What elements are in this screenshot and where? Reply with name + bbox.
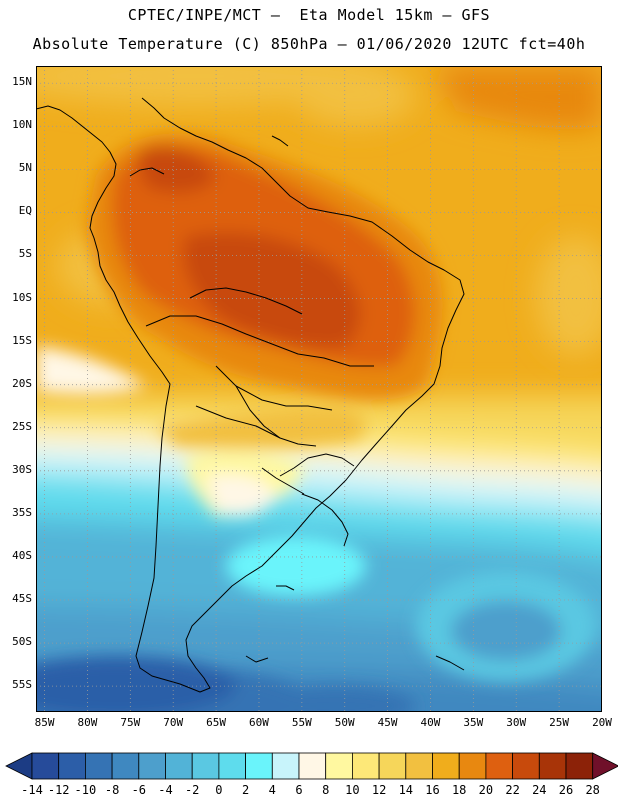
colorbar-label: 28 (585, 783, 600, 797)
lat-label: 15N (12, 75, 32, 89)
lon-label: 55W (291, 716, 312, 729)
lat-label: 30S (12, 462, 32, 476)
colorbar-label: 14 (398, 783, 414, 797)
lon-label: 50W (334, 716, 355, 729)
lat-label: 55S (12, 678, 32, 692)
colorbar-label: -14 (21, 783, 43, 797)
colorbar-label: 18 (451, 783, 467, 797)
colorbar-label: -8 (104, 783, 120, 797)
title-line-1: CPTEC/INPE/MCT – Eta Model 15km – GFS (127, 6, 491, 24)
colorbar-swatch (378, 752, 407, 780)
lat-label: 15S (12, 333, 32, 347)
lat-label: 10N (12, 118, 32, 132)
colorbar-swatch (58, 752, 86, 780)
colorbar-label: -4 (158, 783, 173, 797)
colorbar-label: -6 (131, 783, 147, 797)
lon-label: 65W (206, 716, 227, 729)
lat-label: 35S (12, 505, 32, 519)
colorbar-swatch (351, 752, 380, 780)
colorbar-label: 24 (532, 783, 547, 797)
lon-label: 35W (463, 716, 484, 729)
colorbar-label: 20 (478, 783, 494, 797)
colorbar-swatch (191, 752, 220, 780)
colorbar-swatch (512, 752, 540, 780)
lon-label: 60W (249, 716, 269, 729)
colorbar-swatch (298, 752, 327, 780)
colorbar-over-arrow (592, 752, 618, 780)
colorbar-label: -2 (184, 783, 200, 797)
map-border (36, 66, 602, 712)
colorbar-swatch (485, 752, 513, 780)
lat-label: 40S (12, 548, 32, 562)
colorbar-label: -12 (47, 783, 70, 797)
lat-label: 20S (12, 376, 32, 390)
colorbar-swatch (405, 752, 433, 780)
colorbar-label: 8 (322, 783, 330, 797)
colorbar-label: 4 (268, 783, 276, 797)
colorbar (5, 752, 618, 780)
colorbar-swatch (138, 752, 166, 780)
lat-label: 25S (12, 419, 32, 433)
colorbar-swatch (165, 752, 193, 780)
colorbar-label: 0 (215, 783, 223, 797)
lat-label: EQ (18, 204, 32, 218)
colorbar-swatch (565, 752, 594, 780)
colorbar-label: 12 (371, 783, 387, 797)
colorbar-swatch (85, 752, 113, 780)
title-line-2: Absolute Temperature (C) 850hPa – 01/06/… (32, 35, 586, 53)
colorbar-swatch (538, 752, 567, 780)
lat-label: 5S (18, 247, 32, 261)
colorbar-label: -10 (74, 783, 97, 797)
lon-label: 80W (77, 716, 98, 729)
lon-label: 45W (377, 716, 398, 729)
colorbar-label: 26 (558, 783, 574, 797)
lon-label: 70W (163, 716, 184, 729)
lon-label: 75W (120, 716, 141, 729)
colorbar-swatch (271, 752, 300, 780)
colorbar-swatch (325, 752, 353, 780)
colorbar-label: 10 (345, 783, 360, 797)
temperature-field (36, 66, 602, 712)
colorbar-swatch (432, 752, 460, 780)
lat-label: 50S (12, 635, 32, 649)
colorbar-label: 16 (425, 783, 440, 797)
colorbar-label: 2 (241, 783, 250, 797)
temperature-map (36, 66, 602, 712)
lon-label: 85W (34, 716, 55, 729)
colorbar-swatch (458, 752, 487, 780)
lat-label: 10S (12, 290, 32, 304)
colorbar-swatch (111, 752, 140, 780)
lat-label: 45S (12, 592, 32, 606)
lon-label: 40W (420, 716, 441, 729)
lat-label: 5N (18, 161, 32, 175)
colorbar-label: 6 (295, 783, 303, 797)
lon-label: 30W (506, 716, 527, 729)
colorbar-under-arrow (5, 752, 33, 780)
lon-label: 25W (549, 716, 570, 729)
colorbar-label: 22 (505, 783, 520, 797)
coastlines (36, 97, 465, 693)
colorbar-swatch (245, 752, 273, 780)
colorbar-swatch (218, 752, 246, 780)
lon-label: 20W (592, 716, 612, 729)
colorbar-swatch (31, 752, 60, 780)
